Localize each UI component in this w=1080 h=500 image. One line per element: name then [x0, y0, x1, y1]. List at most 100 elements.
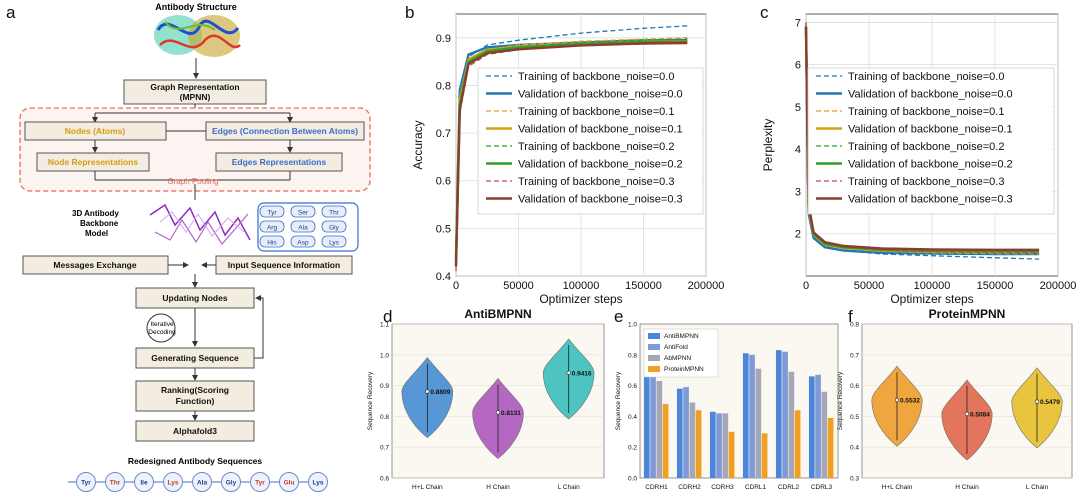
edges-representations-box	[215, 152, 343, 172]
y-tick-label: 0.0	[628, 476, 637, 483]
panel-letter-f: f	[848, 307, 853, 326]
x-tick-label: 0	[803, 280, 809, 292]
bar-proteinmpnn	[662, 404, 669, 478]
series-line	[805, 22, 1040, 255]
bar-antibmpnn	[676, 388, 683, 478]
bar-abmpnn	[722, 413, 729, 478]
redesigned-sequences-title: Redesigned Antibody Sequences	[128, 456, 263, 466]
x-tick-label: H Chain	[486, 484, 510, 491]
alphafold3-box	[135, 420, 255, 442]
x-tick-label: 150000	[625, 280, 662, 292]
residue-grid-chip	[321, 220, 347, 233]
sequence-residue-circle	[105, 472, 125, 492]
y-tick-label: 0.6	[628, 383, 637, 390]
residue-grid-label: His	[267, 240, 277, 247]
legend-label: AbMPNN	[664, 355, 691, 362]
sequence-residue-circle	[279, 472, 299, 492]
y-tick-label: 0.9	[380, 383, 389, 390]
bar-abmpnn	[656, 380, 663, 478]
residue-grid-chip	[290, 235, 316, 248]
panel-letter-a: a	[6, 3, 16, 22]
y-tick-label: 0.6	[436, 176, 451, 188]
residue-grid-label: Tyr	[267, 210, 277, 217]
legend-box	[477, 67, 704, 215]
x-tick-label: H+L Chain	[882, 484, 913, 491]
violin-median-point	[894, 397, 900, 403]
y-tick-label: 3	[795, 186, 801, 198]
updating-nodes-label: Updating Nodes	[162, 293, 227, 303]
bar-proteinmpnn	[695, 410, 702, 478]
y-tick-label: 0.9	[436, 33, 451, 45]
residue-grid-chip	[290, 220, 316, 233]
bar-abmpnn	[755, 368, 762, 478]
violin-median-point	[964, 411, 970, 416]
chart-title: ProteinMPNN	[929, 307, 1006, 321]
panel-letter-b: b	[405, 3, 414, 22]
residue-grid-chip	[321, 235, 347, 248]
residue-grid-label: Lys	[329, 240, 340, 247]
legend-label: Training of backbone_noise=0.1	[848, 106, 1004, 118]
residue-grid-chip	[259, 235, 285, 248]
legend-swatch	[648, 366, 660, 372]
graph-pooling-label: Graph Pooling	[167, 177, 218, 186]
bar-proteinmpnn	[794, 410, 801, 478]
bar-antifold	[782, 351, 788, 478]
y-tick-label: 1.0	[628, 322, 637, 329]
residue-grid-chip	[321, 205, 347, 218]
bar-abmpnn	[689, 402, 696, 478]
y-tick-label: 0.4	[628, 414, 637, 421]
bar-proteinmpnn	[761, 433, 768, 478]
y-axis-label: Sequence Recovery	[837, 371, 844, 430]
bar-antifold	[683, 387, 689, 478]
graph-representation-line2: (MPNN)	[180, 92, 211, 102]
violin-median-point	[425, 389, 430, 394]
legend-label: Training of backbone_noise=0.3	[518, 176, 674, 188]
perplexity-chart: 0 50000 100000 150000 200000 2 3 4 5 6 7 Optimizer …	[761, 13, 1076, 306]
y-tick-label: 7	[795, 17, 801, 29]
bar-antifold	[815, 374, 821, 478]
sequence-residue-label: Lys	[313, 480, 324, 487]
bar-proteinmpnn	[827, 417, 834, 478]
x-tick-label: 100000	[914, 280, 951, 292]
bar-antibmpnn	[643, 365, 650, 478]
residue-grid-label: Gly	[329, 225, 340, 232]
panel-a-diagram: a Antibody Structure Graph Representatio…	[6, 2, 371, 492]
residue-grid: Tyr Ser Thr Arg Ala Gly His Asp Lys	[257, 202, 359, 252]
redesigned-sequence-row: Tyr Thr Ile Lys Ala Gly Tyr Glu Lys	[68, 472, 328, 492]
iterative-label-line2: Decoding	[148, 329, 176, 336]
legend-label: Validation of backbone_noise=0.2	[518, 159, 683, 171]
legend-label: Validation of backbone_noise=0.1	[848, 124, 1013, 136]
bar-antibmpnn	[742, 353, 749, 478]
sequence-residue-circle	[192, 472, 212, 492]
panel-letter-c: c	[760, 3, 769, 22]
sequence-residue-circle	[134, 472, 154, 492]
residue-grid-chip	[290, 205, 316, 218]
sequence-residue-circle	[250, 472, 270, 492]
y-tick-label: 0.4	[850, 445, 859, 452]
x-tick-label: CDRL2	[778, 484, 800, 491]
x-tick-label: H+L Chain	[412, 484, 443, 491]
y-axis-label: Sequence Recovery	[615, 371, 622, 430]
legend-label: Validation of backbone_noise=0.2	[848, 159, 1013, 171]
legend-label: AntiFold	[664, 344, 688, 351]
y-tick-label: 0.5	[436, 223, 451, 235]
x-tick-label: 50000	[854, 280, 885, 292]
bar-antifold	[749, 354, 755, 478]
y-tick-label: 0.7	[436, 128, 451, 140]
x-axis-label: Optimizer steps	[539, 292, 622, 306]
violin-median-label: 0.5084	[970, 411, 990, 418]
y-tick-label: 0.8	[436, 80, 451, 92]
x-tick-label: CDRL3	[811, 484, 833, 491]
residue-grid-label: Ser	[298, 210, 309, 217]
x-axis-label: Optimizer steps	[890, 292, 973, 306]
legend-swatch	[648, 344, 660, 350]
legend-swatch	[648, 333, 660, 339]
x-tick-label: L Chain	[558, 484, 581, 491]
sequence-residue-label: Tyr	[255, 480, 265, 487]
generating-sequence-label: Generating Sequence	[151, 353, 239, 363]
antibmpnn-violin-chart: AntiBMPNN 0.6 0.7 0.8 0.9 1.0 1.1 Sequence Reco…	[367, 307, 605, 491]
sequence-residue-circle	[163, 472, 183, 492]
x-tick-label: 200000	[688, 280, 725, 292]
x-tick-label: H Chain	[955, 484, 979, 491]
sequence-residue-circle	[76, 472, 96, 492]
